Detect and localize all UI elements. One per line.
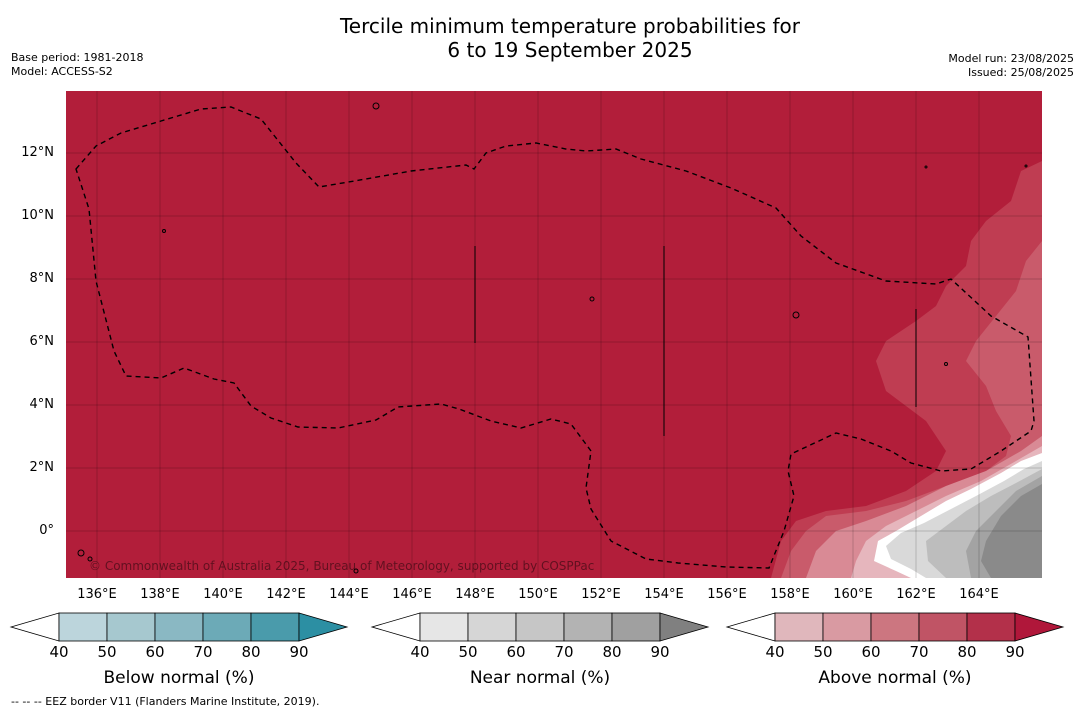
above-tick-60: 60 [861,643,881,661]
map-panel [66,91,1042,578]
model-run-text: Model run: 23/08/2025 [948,52,1074,65]
base-period-text: Base period: 1981-2018 [11,51,144,64]
y-label-6n: 6°N [29,334,55,349]
title-line-1: Tercile minimum temperature probabilitie… [339,14,801,38]
x-label-144e: 144°E [329,587,369,602]
x-label-162e: 162°E [896,587,936,602]
islands [77,102,1028,574]
above-normal-title: Above normal (%) [818,668,972,688]
near-tick-90: 90 [650,643,670,661]
near-tick-60: 60 [506,643,526,661]
below-tick-90: 90 [289,643,309,661]
below-normal-title: Below normal (%) [103,668,255,688]
above-tick-90: 90 [1005,643,1025,661]
y-label-8n: 8°N [29,271,55,286]
x-label-136e: 136°E [77,587,117,602]
x-label-160e: 160°E [833,587,873,602]
below-tick-70: 70 [193,643,213,661]
near-normal-title: Near normal (%) [469,668,611,688]
x-label-138e: 138°E [140,587,180,602]
copyright-text: © Commonwealth of Australia 2025, Bureau… [89,559,595,573]
x-label-152e: 152°E [581,587,621,602]
grid-lines [66,91,1042,578]
colorbar-near [370,612,710,642]
near-contour-80 [981,484,1042,578]
issued-text: Issued: 25/08/2025 [967,66,1074,79]
above-contour-70 [771,161,1042,578]
meta-right: Model run: 23/08/2025 Issued: 25/08/2025 [948,52,1074,80]
x-label-156e: 156°E [707,587,747,602]
y-label-0: 0° [39,523,54,538]
below-tick-40: 40 [49,643,69,661]
below-tick-80: 80 [241,643,261,661]
y-label-10n: 10°N [21,208,54,223]
model-text: Model: ACCESS-S2 [11,65,113,78]
eez-border [75,106,1035,569]
colorbars-svg [9,612,1065,642]
map-title: Tercile minimum temperature probabilitie… [0,14,1085,62]
x-label-158e: 158°E [770,587,810,602]
y-label-4n: 4°N [29,397,55,412]
x-label-142e: 142°E [266,587,306,602]
map-svg [66,91,1042,578]
x-label-150e: 150°E [518,587,558,602]
below-tick-60: 60 [145,643,165,661]
near-tick-40: 40 [410,643,430,661]
near-tick-70: 70 [554,643,574,661]
above-tick-40: 40 [765,643,785,661]
x-label-154e: 154°E [644,587,684,602]
x-label-140e: 140°E [203,587,243,602]
x-label-146e: 146°E [392,587,432,602]
above-tick-50: 50 [813,643,833,661]
above-tick-70: 70 [909,643,929,661]
near-tick-50: 50 [458,643,478,661]
x-label-148e: 148°E [455,587,495,602]
colorbar-below [9,612,349,642]
colorbar-above [725,612,1065,642]
title-line-2: 6 to 19 September 2025 [447,38,693,62]
meta-left: Base period: 1981-2018 Model: ACCESS-S2 [11,51,143,79]
y-label-12n: 12°N [21,145,54,160]
eez-footnote: -- -- -- EEZ border V11 (Flanders Marine… [11,695,320,708]
y-label-2n: 2°N [29,460,55,475]
near-tick-80: 80 [602,643,622,661]
above-tick-80: 80 [957,643,977,661]
x-label-164e: 164°E [959,587,999,602]
below-tick-50: 50 [97,643,117,661]
